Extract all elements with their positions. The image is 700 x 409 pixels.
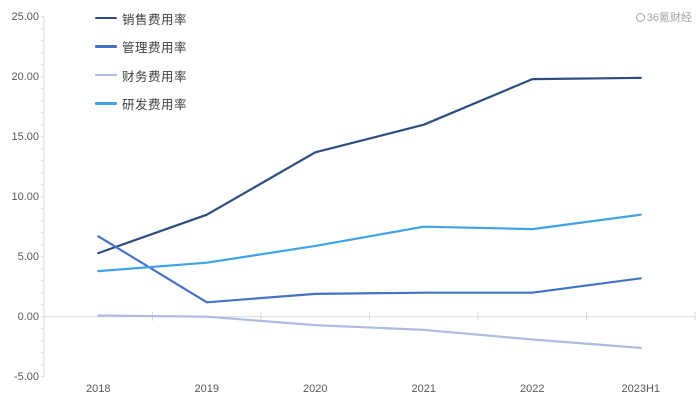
legend-line-swatch xyxy=(95,102,117,105)
legend-line-swatch xyxy=(95,45,117,48)
legend-item-sales-expense-ratio: 销售费用率 xyxy=(95,10,188,27)
legend-label: 管理费用率 xyxy=(122,41,188,55)
watermark: 36氪财经 xyxy=(635,9,692,25)
series-line-3 xyxy=(97,213,642,273)
series-line-1 xyxy=(97,235,642,304)
legend-label: 财务费用率 xyxy=(122,69,188,84)
series-line-0 xyxy=(97,76,642,255)
brand-logo-icon xyxy=(635,12,645,22)
legend-label: 研发费用率 xyxy=(122,98,188,112)
series-line-2 xyxy=(97,314,642,349)
chart-legend: 销售费用率 管理费用率 财务费用率 研发费用率 xyxy=(95,10,187,124)
legend-item-admin-expense-ratio: 管理费用率 xyxy=(95,39,187,55)
legend-item-finance-expense-ratio: 财务费用率 xyxy=(95,67,188,84)
watermark-text: 36氪财经 xyxy=(646,12,692,24)
legend-line-swatch xyxy=(95,73,117,77)
legend-label: 销售费用率 xyxy=(122,12,188,27)
legend-item-rnd-expense-ratio: 研发费用率 xyxy=(95,96,187,112)
legend-line-swatch xyxy=(95,16,117,20)
